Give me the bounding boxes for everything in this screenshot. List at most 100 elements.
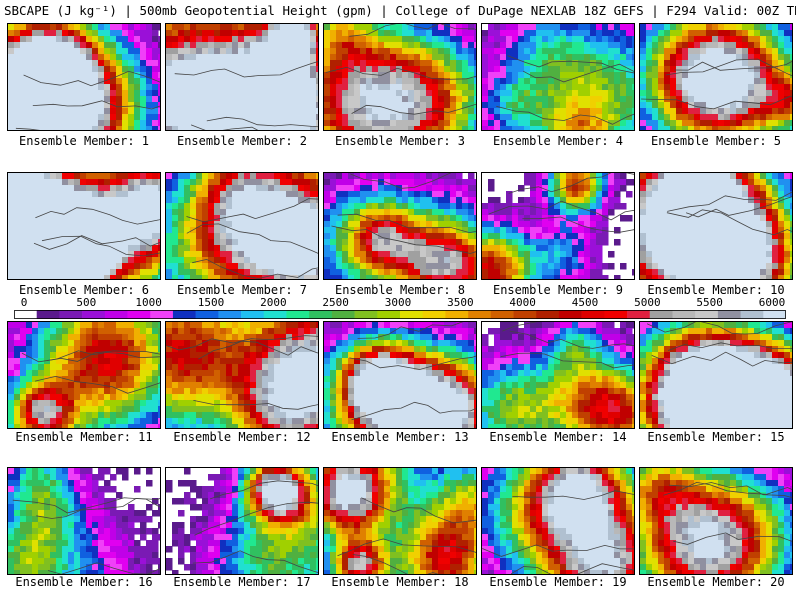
ensemble-member-label: Ensemble Member: 14	[489, 430, 627, 444]
boundary-line	[350, 173, 452, 189]
cape-field	[8, 322, 160, 428]
colorbar-swatch	[558, 310, 582, 319]
colorbar-tick: 5500	[696, 296, 723, 309]
ensemble-member-label: Ensemble Member: 7	[176, 283, 308, 297]
ensemble-map-panel	[639, 467, 793, 575]
colorbar-swatch	[490, 310, 514, 319]
colorbar-swatch	[400, 310, 424, 319]
sbcape-colorbar	[14, 310, 786, 319]
colorbar-tick: 500	[76, 296, 97, 309]
colorbar-swatch	[672, 310, 696, 319]
ensemble-member-label: Ensemble Member: 4	[492, 134, 624, 148]
boundary-line	[666, 209, 792, 236]
colorbar-swatch	[241, 310, 265, 319]
ensemble-map-panel	[165, 172, 319, 280]
colorbar-border	[14, 310, 786, 319]
ensemble-map-panel	[481, 172, 635, 280]
colorbar-tick: 2500	[322, 296, 349, 309]
boundary-line	[12, 497, 160, 514]
boundary-line	[349, 24, 476, 37]
colorbar-swatch	[649, 310, 673, 319]
colorbar-tick: 6000	[758, 296, 786, 309]
boundary-line	[673, 532, 792, 545]
cape-field	[324, 24, 476, 130]
ensemble-member-label: Ensemble Member: 6	[18, 283, 150, 297]
colorbar-swatch	[763, 310, 786, 319]
ensemble-member-label: Ensemble Member: 17	[173, 575, 311, 589]
boundary-line	[500, 352, 634, 369]
ensemble-member-label: Ensemble Member: 5	[650, 134, 782, 148]
ensemble-map-panel	[165, 321, 319, 429]
colorbar-tick: 2000	[260, 296, 287, 309]
ensemble-map-panel	[165, 467, 319, 575]
colorbar-tick: 1000	[135, 296, 162, 309]
colorbar-swatch	[150, 310, 174, 319]
boundary-line	[193, 400, 318, 410]
boundary-line	[512, 490, 634, 500]
boundary-line	[47, 562, 160, 574]
ensemble-member-label: Ensemble Member: 10	[647, 283, 785, 297]
colorbar-swatch	[513, 310, 537, 319]
boundary-line	[36, 497, 160, 519]
colorbar-swatch	[377, 310, 401, 319]
colorbar-swatch	[695, 310, 719, 319]
ensemble-map-panel	[639, 23, 793, 131]
boundary-line	[32, 100, 160, 110]
boundary-line	[198, 340, 318, 360]
colorbar-swatch	[286, 310, 310, 319]
colorbar-swatch	[172, 310, 196, 319]
cape-field	[640, 468, 792, 574]
colorbar-swatch	[263, 310, 287, 319]
ensemble-member-label: Ensemble Member: 20	[647, 575, 785, 589]
boundary-line	[23, 70, 160, 87]
cape-field	[324, 468, 476, 574]
cape-field	[166, 24, 318, 130]
colorbar-tick: 1500	[197, 296, 225, 309]
ensemble-member-label: Ensemble Member: 18	[331, 575, 469, 589]
ensemble-member-label: Ensemble Member: 11	[15, 430, 153, 444]
ensemble-member-label: Ensemble Member: 12	[173, 430, 311, 444]
colorbar-swatch	[104, 310, 128, 319]
boundary-line	[194, 501, 318, 536]
boundary-line	[325, 66, 476, 80]
boundary-line	[351, 103, 476, 115]
boundary-line	[206, 116, 318, 128]
boundary-line	[331, 225, 476, 254]
cape-field	[482, 468, 634, 574]
ensemble-map-panel	[7, 172, 161, 280]
ensemble-member-label: Ensemble Member: 13	[331, 430, 469, 444]
boundary-line	[663, 481, 792, 496]
cape-field	[166, 173, 318, 279]
colorbar-tick: 4000	[509, 296, 536, 309]
cape-field	[482, 24, 634, 130]
boundary-line	[665, 58, 792, 77]
colorbar-swatch	[604, 310, 628, 319]
boundary-line	[646, 322, 792, 335]
boundary-line	[186, 223, 318, 254]
boundary-line	[509, 330, 634, 349]
boundary-line	[508, 173, 634, 194]
boundary-line	[641, 95, 792, 110]
colorbar-tick: 3000	[384, 296, 412, 309]
boundary-line	[651, 351, 792, 367]
cape-field	[482, 173, 634, 279]
cape-field	[482, 322, 634, 428]
boundary-line	[667, 191, 792, 212]
boundary-line	[667, 342, 792, 351]
boundary-line	[507, 55, 634, 74]
colorbar-swatch	[59, 310, 83, 319]
ensemble-map-panel	[639, 172, 793, 280]
boundary-line	[41, 235, 160, 257]
ensemble-map-panel	[323, 172, 477, 280]
cape-field	[166, 468, 318, 574]
boundary-line	[349, 355, 476, 370]
cape-field	[640, 173, 792, 279]
boundary-line	[35, 207, 160, 225]
cape-field	[640, 24, 792, 130]
colorbar-swatch	[536, 310, 560, 319]
colorbar-swatch	[309, 310, 333, 319]
ensemble-member-label: Ensemble Member: 19	[489, 575, 627, 589]
ensemble-map-panel	[323, 467, 477, 575]
colorbar-swatch	[218, 310, 242, 319]
boundary-line	[361, 497, 476, 524]
